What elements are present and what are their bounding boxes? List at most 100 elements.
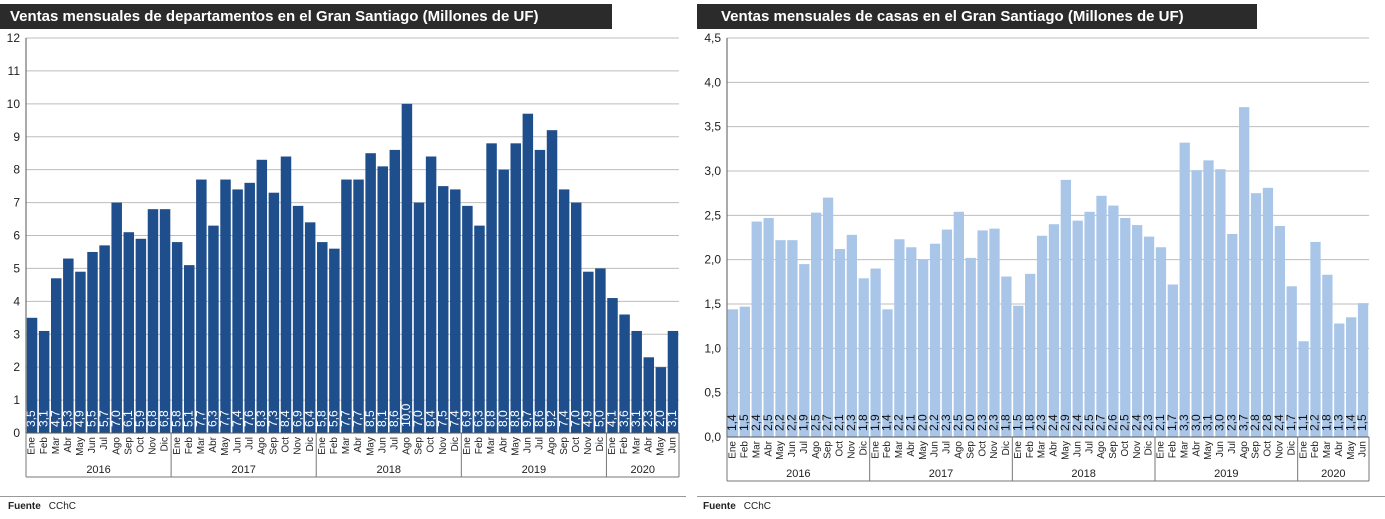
month-tick-label: Ene <box>1156 441 1167 459</box>
bar <box>989 228 1000 437</box>
bar-value-label: 8,5 <box>363 410 377 427</box>
month-tick-label: Sep <box>559 437 570 455</box>
bar <box>1346 317 1357 437</box>
month-tick-label: Jun <box>232 437 243 453</box>
month-tick-label: Mar <box>1179 440 1190 458</box>
bar-value-label: 8,3 <box>254 410 268 427</box>
bar-value-label: 7,0 <box>411 410 425 427</box>
bar <box>1357 303 1369 437</box>
bar <box>292 205 304 433</box>
y-tick-label: 7 <box>13 196 20 210</box>
month-tick-label: Ago <box>1239 441 1250 459</box>
bar-value-label: 8,6 <box>532 410 546 427</box>
month-tick-label: Ago <box>256 437 267 455</box>
apartments-chart-panel: Ventas mensuales de departamentos en el … <box>0 0 686 519</box>
bar-value-label: 6,9 <box>290 410 304 427</box>
bar-value-label: 7,7 <box>194 410 208 427</box>
month-tick-label: Ago <box>953 441 964 459</box>
month-tick-label: Oct <box>1263 441 1274 457</box>
month-tick-label: Jul <box>535 437 546 450</box>
month-tick-label: Oct <box>977 441 988 457</box>
month-tick-label: Jun <box>522 437 533 453</box>
bar-value-label: 3,5 <box>24 410 38 427</box>
month-tick-label: Jul <box>244 437 255 450</box>
month-tick-label: Ago <box>811 441 822 459</box>
bar-value-label: 7,7 <box>351 410 365 427</box>
bar-value-label: 4,1 <box>605 410 619 427</box>
bar <box>631 330 642 433</box>
month-tick-label: Ene <box>607 437 618 455</box>
bar-value-label: 7,7 <box>339 410 353 427</box>
month-tick-label: Feb <box>1025 441 1036 459</box>
bar <box>474 225 485 433</box>
bar-value-label: 3,0 <box>1189 414 1203 431</box>
y-tick-label: 0 <box>13 426 20 440</box>
bar <box>655 367 667 433</box>
bar-value-label: 2,6 <box>1106 414 1120 431</box>
month-tick-label: Abr <box>906 440 917 456</box>
chart-title: Ventas mensuales de casas en el Gran San… <box>697 4 1257 29</box>
bar <box>977 230 988 437</box>
bar <box>1239 107 1250 437</box>
bar-value-label: 2,4 <box>1046 414 1060 431</box>
month-tick-label: Feb <box>619 437 630 455</box>
bar-value-label: 2,3 <box>641 410 655 427</box>
month-tick-label: Nov <box>293 437 304 455</box>
month-tick-label: Abr <box>1049 440 1060 456</box>
month-tick-label: Mar <box>1322 440 1333 458</box>
month-tick-label: Dic <box>160 437 171 451</box>
bar <box>1167 284 1178 437</box>
bar-value-label: 2,3 <box>1141 414 1155 431</box>
bar-value-label: 3,3 <box>1177 414 1191 431</box>
month-tick-label: Ene <box>27 437 38 455</box>
y-tick-label: 2,5 <box>704 208 721 222</box>
bar <box>232 189 243 433</box>
month-tick-label: Sep <box>123 437 134 455</box>
bar-value-label: 5,0 <box>593 410 607 427</box>
bar <box>775 240 786 437</box>
month-tick-label: May <box>656 437 667 456</box>
bar-value-label: 8,4 <box>278 410 292 427</box>
bar <box>268 192 280 433</box>
bar-value-label: 1,8 <box>856 414 870 431</box>
bar-value-label: 1,8 <box>1022 414 1036 431</box>
bar-value-label: 6,4 <box>302 410 316 427</box>
year-label: 2017 <box>231 464 255 476</box>
bar <box>834 249 846 437</box>
bar <box>1203 160 1214 438</box>
bottom-divider <box>0 496 686 497</box>
bar-value-label: 1,5 <box>1355 414 1369 431</box>
month-tick-label: Nov <box>583 437 594 455</box>
bar-value-label: 3,7 <box>1236 414 1250 431</box>
month-tick-label: Jun <box>87 437 98 453</box>
bar <box>63 258 74 433</box>
month-tick-label: Nov <box>438 437 449 455</box>
month-tick-label: Dic <box>858 441 869 455</box>
bar-value-label: 5,3 <box>60 410 74 427</box>
bar <box>763 217 774 437</box>
bar <box>787 240 798 437</box>
bar-value-label: 2,3 <box>1224 414 1238 431</box>
bar <box>1084 211 1095 437</box>
month-tick-label: Ene <box>870 441 881 459</box>
bar-value-label: 1,8 <box>999 414 1013 431</box>
bar-value-label: 10,0 <box>399 403 413 427</box>
bar <box>135 238 147 433</box>
source-label: Fuente <box>703 501 736 512</box>
bar-value-label: 2,5 <box>808 414 822 431</box>
bar-value-label: 1,8 <box>1320 414 1334 431</box>
bar <box>341 179 352 433</box>
bar-value-label: 7,4 <box>230 410 244 427</box>
bar <box>171 242 183 433</box>
bar <box>1262 187 1274 437</box>
bar <box>739 306 750 437</box>
month-tick-label: May <box>1060 441 1071 460</box>
bar-value-label: 6,9 <box>460 410 474 427</box>
bar <box>619 314 630 433</box>
month-tick-label: Mar <box>751 440 762 458</box>
bar <box>184 265 195 433</box>
month-tick-label: Ene <box>462 437 473 455</box>
year-label: 2018 <box>377 464 401 476</box>
month-tick-label: Feb <box>474 437 485 455</box>
month-tick-label: Oct <box>136 437 147 453</box>
